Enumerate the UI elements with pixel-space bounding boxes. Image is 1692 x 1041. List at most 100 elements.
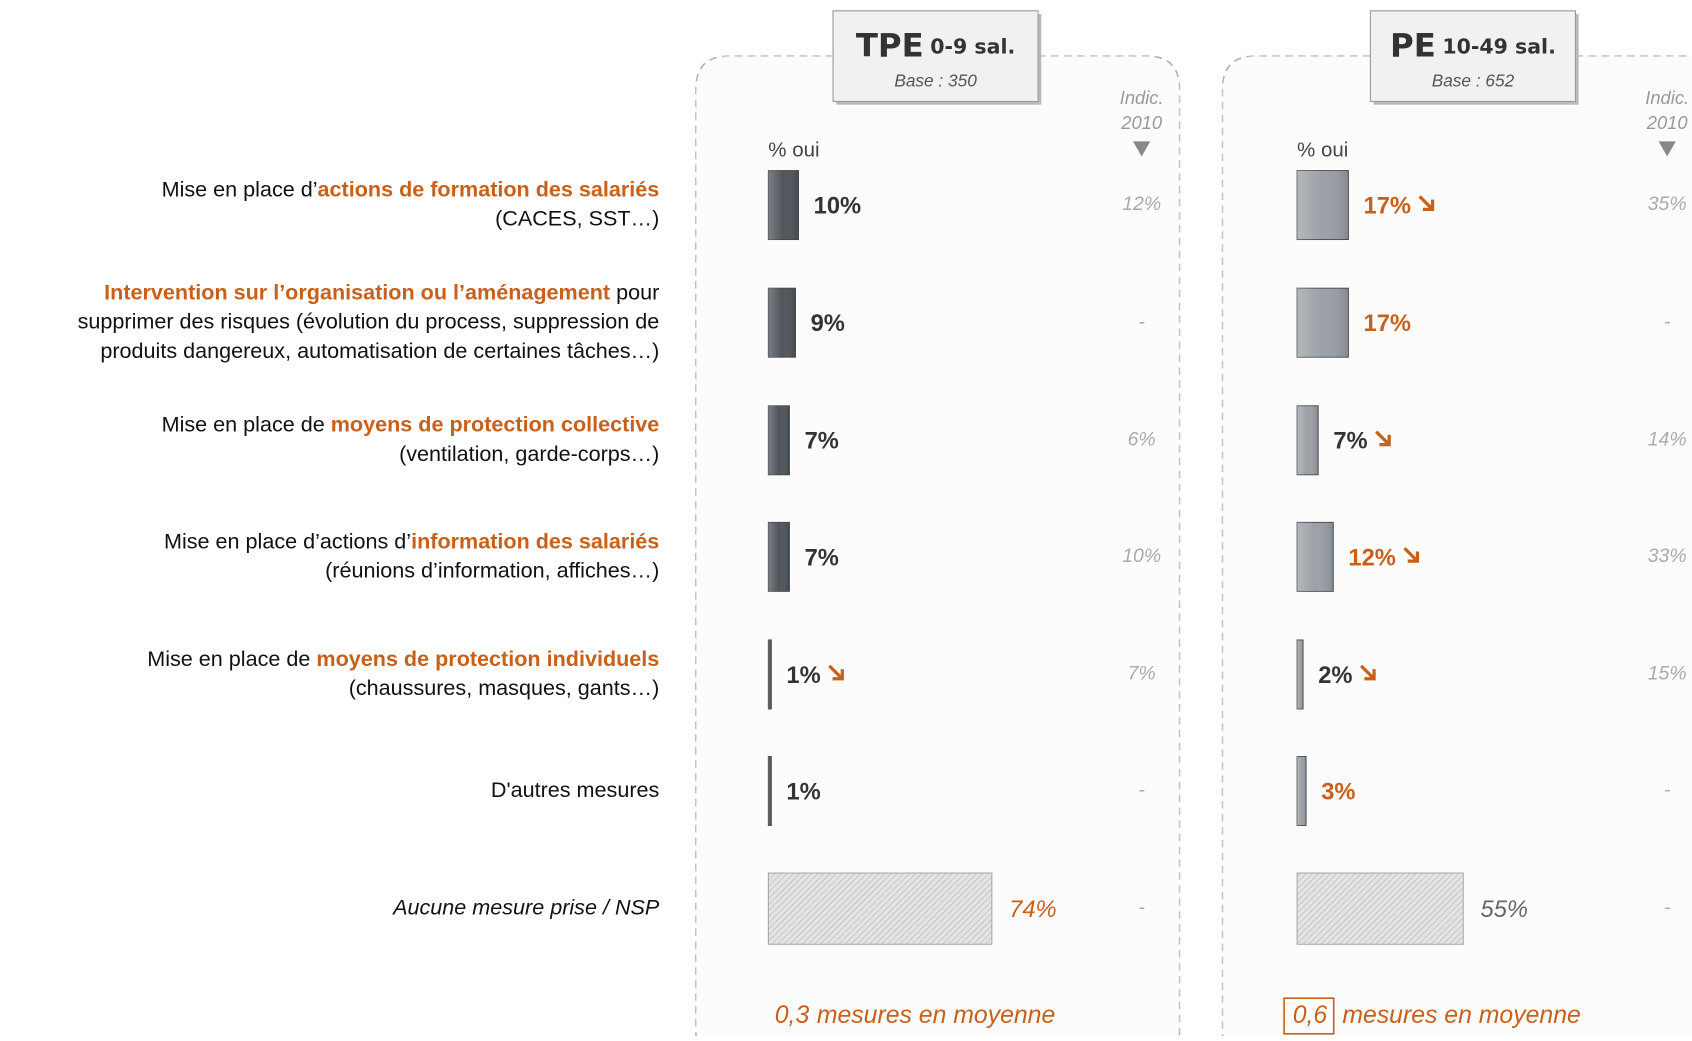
value-label: 17%: [1364, 311, 1411, 337]
value-label: 1%: [786, 663, 820, 689]
indic-value: -: [1138, 779, 1145, 801]
header-title: TPE 0-9 sal.: [856, 27, 1015, 65]
bar-shade: [768, 405, 790, 475]
panel-title: PE: [1390, 27, 1436, 65]
bar-shade: [768, 756, 772, 826]
indic-value: -: [1664, 897, 1671, 919]
value-label: 1%: [786, 779, 820, 805]
trend-arrow: [1359, 664, 1376, 681]
indic-title: 2010: [1120, 112, 1163, 133]
row-label-part: (CACES, SST…): [495, 205, 659, 230]
indic-triangle: [1658, 141, 1676, 157]
average-value: 0,3: [775, 1002, 810, 1029]
value-label: 7%: [805, 545, 839, 571]
row-label-part: Mise en place de: [162, 411, 331, 436]
trend-arrow: [828, 664, 844, 681]
indic-value: -: [1664, 311, 1671, 333]
average-label: mesures en moyenne: [1342, 1002, 1580, 1029]
panel-bg: [696, 56, 1180, 1041]
axis-label: % oui: [768, 139, 819, 162]
indic-value: 15%: [1648, 663, 1687, 685]
indic-title: 2010: [1646, 112, 1689, 133]
row-label-part: pour: [610, 279, 659, 304]
bar-shade: [768, 170, 799, 240]
indic-value: 12%: [1122, 193, 1161, 215]
panel-subtitle: 10-49 sal.: [1442, 35, 1556, 59]
indic-value: 14%: [1648, 428, 1687, 450]
row-label: produits dangereux, automatisation de ce…: [100, 338, 659, 363]
row-label-part: moyens de protection individuels: [316, 646, 659, 671]
axis-label: % oui: [1297, 139, 1348, 162]
row-label: (réunions d’information, affiches…): [325, 557, 659, 582]
average-label: mesures en moyenne: [817, 1002, 1055, 1029]
panel-base: Base : 652: [1432, 71, 1515, 91]
row-label: D'autres mesures: [491, 777, 660, 802]
row-label: Mise en place d’actions de formation des…: [162, 176, 660, 201]
row-label: Mise en place d’actions d’information de…: [164, 528, 659, 553]
bar-shade: [1297, 522, 1334, 592]
row-label-part: (réunions d’information, affiches…): [325, 557, 659, 582]
bar: [767, 872, 993, 945]
row-label-part: Mise en place de: [147, 646, 316, 671]
value-label: 9%: [811, 311, 845, 337]
row-label-part: Mise en place d’: [162, 176, 318, 201]
row-label-part: Mise en place d’actions d’: [164, 528, 411, 553]
row-label-part: supprimer des risques (évolution du proc…: [78, 308, 660, 333]
indic-value: -: [1138, 311, 1145, 333]
header-box: [832, 10, 1039, 103]
value-label: 7%: [805, 429, 839, 455]
row-label: supprimer des risques (évolution du proc…: [78, 308, 660, 333]
bar-shade: [768, 639, 772, 709]
bar-shade: [1297, 639, 1304, 709]
row-label-part: Aucune mesure prise / NSP: [391, 894, 660, 919]
row-label-part: Intervention sur l’organisation ou l’amé…: [104, 279, 610, 304]
value-label: 10%: [814, 193, 861, 219]
panel-title: TPE: [856, 27, 924, 65]
indic-value: 10%: [1122, 545, 1161, 567]
bar-shade: [768, 288, 796, 358]
trend-arrow: [1403, 547, 1420, 563]
value-label: 12%: [1348, 545, 1395, 571]
row-label-part: (chaussures, masques, gants…): [349, 675, 660, 700]
bar-shade: [1297, 756, 1307, 826]
indic-title: Indic.: [1120, 87, 1164, 108]
row-label-part: D'autres mesures: [491, 777, 660, 802]
indic-value: 6%: [1128, 428, 1156, 450]
row-label: (CACES, SST…): [495, 205, 659, 230]
value-label: 74%: [1009, 897, 1056, 923]
value-label: 55%: [1481, 897, 1528, 923]
value-label: 3%: [1321, 779, 1355, 805]
value-label: 2%: [1318, 663, 1352, 689]
average-value: 0,6: [1293, 1002, 1328, 1029]
row-label-part: actions de formation des salariés: [318, 176, 660, 201]
header-title: PE 10-49 sal.: [1390, 27, 1556, 65]
bar-shade: [1297, 405, 1319, 475]
indic-value: 7%: [1128, 663, 1156, 685]
row-label-part: moyens de protection collective: [331, 411, 660, 436]
row-label: (chaussures, masques, gants…): [349, 675, 660, 700]
row-label-part: information des salariés: [411, 528, 659, 553]
indic-value: -: [1138, 897, 1145, 919]
bar-shade: [1297, 288, 1349, 358]
row-label-part: (ventilation, garde-corps…): [399, 441, 659, 466]
panel-subtitle: 0-9 sal.: [930, 35, 1015, 59]
value-label: 7%: [1333, 429, 1367, 455]
row-label: Mise en place de moyens de protection in…: [147, 646, 659, 671]
row-label: Intervention sur l’organisation ou l’amé…: [104, 279, 659, 304]
bar: [1296, 872, 1464, 945]
bar-shade: [1297, 170, 1349, 240]
indic-value: -: [1664, 779, 1671, 801]
trend-arrow: [1418, 195, 1435, 212]
indic-value: 33%: [1648, 545, 1687, 567]
value-label: 17%: [1364, 193, 1411, 219]
indic-value: 35%: [1648, 193, 1687, 215]
row-label: (ventilation, garde-corps…): [399, 441, 659, 466]
average-box: [1283, 997, 1335, 1035]
indic-triangle: [1133, 141, 1151, 157]
trend-arrow: [1375, 430, 1391, 447]
indic-title: Indic.: [1645, 87, 1689, 108]
row-label: Aucune mesure prise / NSP: [391, 894, 660, 919]
row-label: Mise en place de moyens de protection co…: [162, 411, 660, 436]
